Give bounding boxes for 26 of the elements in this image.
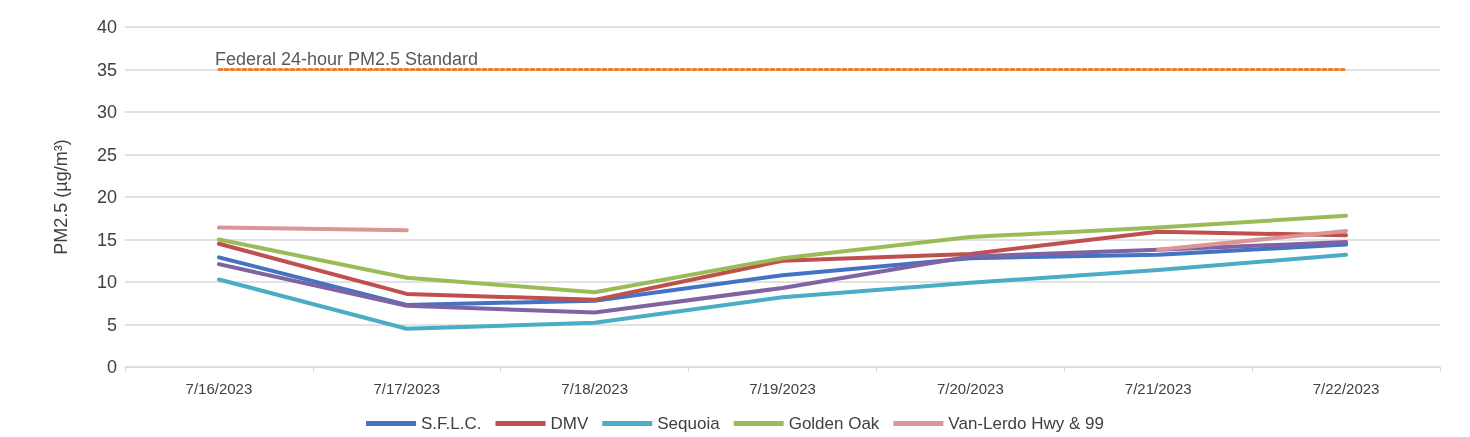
y-tick-label: 10 (96, 272, 117, 292)
x-tick-label: 7/22/2023 (1312, 380, 1380, 397)
y-tick-label: 20 (96, 187, 117, 207)
x-tick-label: 7/19/2023 (749, 380, 816, 397)
y-tick-label: 0 (106, 357, 117, 377)
x-tick-label: 7/18/2023 (561, 380, 629, 397)
legend-label: S.F.L.C. (421, 414, 482, 433)
y-tick-label: 40 (96, 17, 117, 37)
line-series (216, 229, 1349, 302)
line-series (216, 252, 1349, 331)
y-tick-label: 5 (106, 314, 117, 335)
x-tick-label: 7/17/2023 (373, 380, 441, 397)
x-tick-label: 7/16/2023 (185, 380, 253, 397)
line-series (216, 213, 1349, 295)
y-tick-label: 15 (96, 229, 117, 250)
x-tick-label: 7/20/2023 (936, 380, 1004, 397)
legend-label: Van-Lerdo Hwy & 99 (948, 414, 1104, 433)
legend-label: Sequoia (657, 414, 721, 433)
legend-label: DMV (550, 414, 589, 433)
y-tick-label: 25 (96, 144, 117, 165)
y-axis-title: PM2.5 (µg/m³) (51, 139, 71, 255)
legend-label: Golden Oak (788, 414, 880, 433)
y-tick-label: 30 (96, 102, 117, 122)
x-tick-label: 7/21/2023 (1124, 380, 1192, 397)
y-tick-label: 35 (96, 59, 117, 80)
ref-line-label: Federal 24-hour PM2.5 Standard (214, 48, 479, 69)
